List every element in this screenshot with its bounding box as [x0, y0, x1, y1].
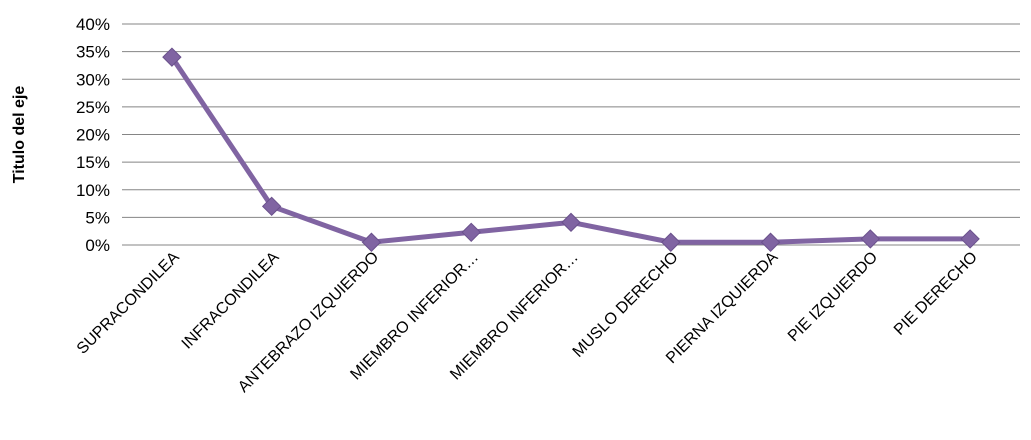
y-tick-label: 10% [76, 181, 110, 200]
x-category-label: SUPRACONDILEA [74, 249, 183, 358]
y-tick-label: 5% [85, 208, 110, 227]
data-point [461, 222, 481, 242]
x-category-label: MUSLO DERECHO [570, 249, 682, 361]
y-tick-label: 40% [76, 15, 110, 34]
y-tick-label: 35% [76, 43, 110, 62]
y-tick-label: 25% [76, 98, 110, 117]
data-point [361, 232, 382, 252]
y-axis-title: Titulo del eje [11, 86, 28, 184]
data-point [661, 232, 681, 252]
data-point [760, 232, 781, 252]
data-point [561, 212, 581, 233]
y-tick-labels: 0% 5% 10% 15% 20% 25% 30% 35% 40% [76, 15, 110, 255]
data-point [860, 229, 881, 249]
y-tick-label: 0% [85, 236, 110, 255]
y-tick-label: 30% [76, 70, 110, 89]
y-tick-label: 20% [76, 126, 110, 145]
x-category-label: PIE IZQUIERDO [785, 249, 881, 345]
data-point [960, 229, 980, 249]
y-tick-label: 15% [76, 153, 110, 172]
x-category-label: PIERNA IZQUIERDA [663, 249, 781, 367]
data-point [162, 47, 182, 67]
gridlines [122, 23, 1020, 246]
x-category-label: INFRACONDILEA [179, 249, 283, 353]
data-points [162, 47, 980, 252]
x-category-label: PIE DERECHO [891, 249, 981, 339]
data-point [261, 196, 282, 217]
